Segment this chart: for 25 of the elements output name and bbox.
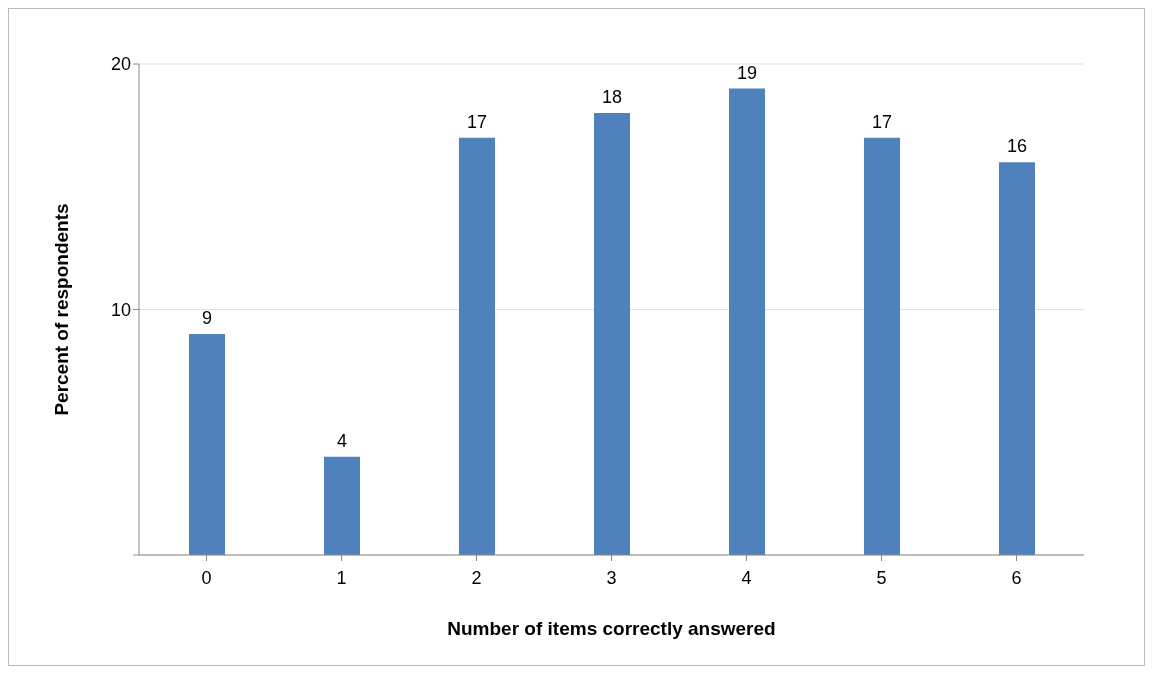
data-label: 4 [336,430,348,451]
bar [729,88,765,555]
x-tick-label: 5 [876,567,887,588]
x-tick-label: 6 [1011,567,1022,588]
data-label: 18 [601,87,623,108]
bar [594,113,630,555]
x-tick-label: 4 [741,567,752,588]
x-tick-label: 2 [471,567,482,588]
data-label: 17 [466,111,488,132]
bar [459,137,495,555]
data-label: 16 [1006,136,1028,157]
bar [999,162,1035,555]
bar [324,456,360,555]
data-label: 17 [871,111,893,132]
data-label: 19 [736,62,758,83]
y-tick-label: 20 [110,54,131,75]
x-tick-label: 0 [201,567,212,588]
x-axis-title: Number of items correctly answered [447,618,776,639]
x-tick-label: 3 [606,567,617,588]
y-tick-label: 10 [110,299,131,320]
bar [189,334,225,555]
x-tick-label: 1 [336,567,347,588]
bar [864,137,900,555]
y-axis-title: Percent of respondents [50,203,72,416]
data-label: 9 [201,308,213,329]
